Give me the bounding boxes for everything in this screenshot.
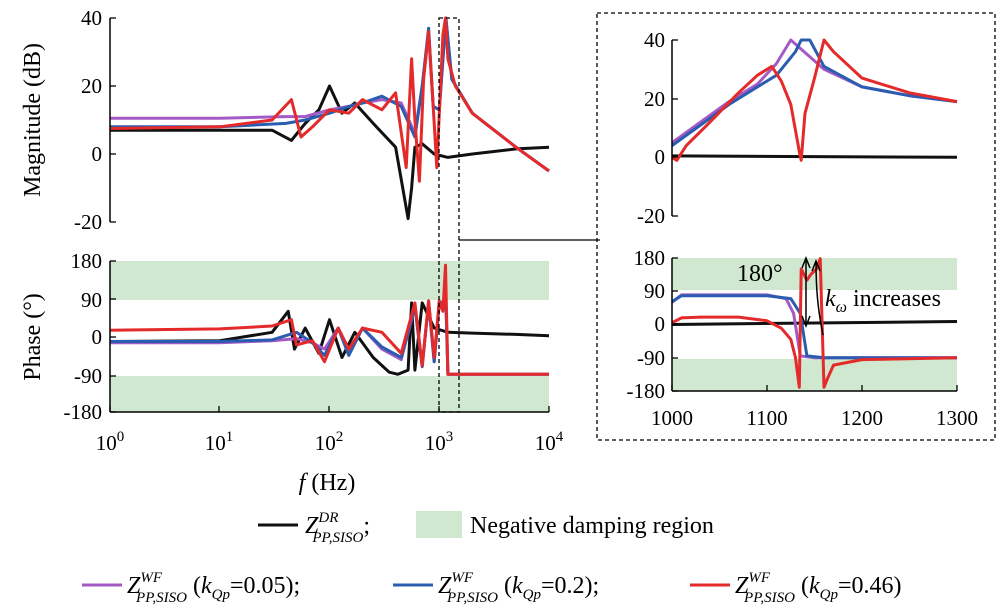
svg-text:104: 104 (535, 429, 564, 455)
main-xtick: 103 (425, 429, 454, 455)
legend-label-wf046: ZWF PP,SISO (kQp=0.46) (735, 570, 902, 606)
main-ph-ylabel: Phase (°) (20, 293, 46, 381)
main-ph-ytick: 0 (92, 325, 103, 349)
main-mag-ytick: 20 (81, 74, 102, 98)
zoom-mag-ytick: -20 (637, 204, 665, 228)
annotation-k-increases: kω increases (825, 286, 941, 316)
main-mag-ytick: -20 (74, 210, 102, 234)
legend-label-dr: ZDR PP,SISO; (305, 510, 370, 546)
legend-label-wf005: ZWF PP,SISO (kQp=0.05); (127, 570, 300, 606)
zoom-ph-ytick: -180 (627, 379, 666, 403)
zoom-ph-ytick: 90 (644, 279, 665, 303)
annotation-arrows (801, 255, 824, 336)
zoom-phase-line-wf02 (671, 294, 957, 360)
main-mag-ytick: 40 (81, 6, 102, 30)
main-magnitude-line-wf02 (110, 16, 550, 173)
zoom-phase-line-wf046 (671, 257, 958, 389)
zoom-inset-frame (596, 12, 996, 441)
zoom-ph-ytick: 0 (655, 312, 666, 336)
annotation-180: 180° (737, 261, 783, 287)
svg-text:180°: 180° (737, 261, 783, 287)
zoom-xtick: 1300 (936, 406, 978, 430)
legend-label-wf02: ZWF PP,SISO (kQp=0.2); (438, 570, 599, 606)
main-xtick: 101 (205, 429, 234, 455)
zoom-magnitude-line-dr (671, 154, 958, 159)
main-mag-ytick: 0 (92, 142, 103, 166)
zoom-mag-ytick: 40 (644, 28, 665, 52)
main-magnitude-line-wf046 (109, 16, 550, 183)
main-phase-line-wf02 (110, 300, 549, 376)
main-ph-ytick: -90 (74, 364, 102, 388)
main-phase-line-wf046 (109, 263, 549, 376)
main-magnitude-series (109, 16, 550, 221)
main-ph-ytick: 90 (81, 288, 102, 312)
main-xtick: 104 (535, 429, 564, 455)
main-phase-line-wf005 (110, 301, 549, 376)
main-xtick: 102 (315, 429, 344, 455)
svg-text:102: 102 (315, 429, 344, 455)
zoom-phase-series (671, 257, 958, 389)
zoom-xtick: 1100 (746, 406, 787, 430)
main-mag-ylabel: Magnitude (dB) (20, 43, 46, 197)
main-magnitude-line-wf005 (110, 16, 550, 173)
zoom-magnitude-line-wf046 (671, 38, 958, 162)
main-ph-ytick: 180 (71, 249, 103, 273)
zoom-ph-ytick: -90 (637, 346, 665, 370)
main-phase-series (109, 263, 550, 376)
zoom-xtick: 1200 (841, 406, 883, 430)
zoom-magnitude-line-wf005 (671, 38, 958, 144)
legend-swatch-region (416, 511, 462, 538)
main-phase-line-dr (109, 301, 550, 376)
main-xtick: 100 (96, 429, 125, 455)
main-magnitude-line-dr (110, 84, 550, 221)
legend-label-region: Negative damping region (470, 513, 714, 539)
zoom-xtick: 1000 (651, 406, 693, 430)
zoom-ph-ytick: 180 (634, 246, 666, 270)
zoom-neg-region-lower (672, 359, 957, 391)
main-neg-region-upper (110, 261, 549, 300)
svg-text:103: 103 (425, 429, 454, 455)
zoom-region-marker (438, 17, 460, 413)
zoom-mag-ytick: 0 (655, 145, 666, 169)
zoom-magnitude-series (671, 38, 958, 162)
svg-text:101: 101 (205, 429, 234, 455)
svg-text:100: 100 (96, 429, 125, 455)
main-ph-ytick: -180 (64, 400, 103, 424)
zoom-mag-ytick: 20 (644, 87, 665, 111)
main-xlabel: f (Hz) (299, 470, 356, 496)
zoom-phase-line-dr (671, 320, 958, 326)
